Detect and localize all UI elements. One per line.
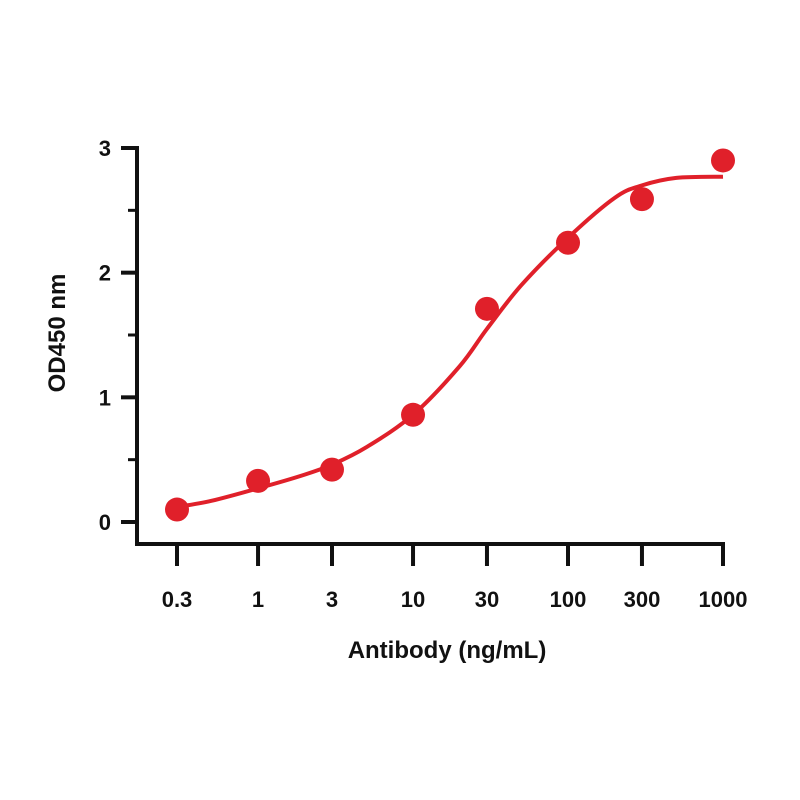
fit-curve — [176, 174, 724, 509]
x-ticks: 0.3 1 3 10 30 100 300 1000 — [162, 544, 748, 612]
data-point — [556, 230, 581, 255]
data-points — [165, 148, 735, 522]
x-tick-label: 3 — [326, 587, 338, 612]
y-tick-label: 2 — [99, 261, 111, 286]
x-tick-label: 30 — [475, 587, 499, 612]
x-tick-label: 0.3 — [162, 587, 193, 612]
x-axis-title: Antibody (ng/mL) — [348, 637, 547, 664]
axes — [135, 146, 725, 546]
y-tick-label: 0 — [99, 510, 111, 535]
data-point — [401, 402, 426, 427]
data-point — [165, 497, 189, 522]
x-tick-label: 300 — [624, 587, 661, 612]
x-tick-label: 1 — [252, 587, 264, 612]
data-point — [246, 468, 271, 493]
data-point — [474, 296, 499, 321]
x-tick-label: 1000 — [699, 587, 748, 612]
data-point — [711, 148, 735, 173]
data-point — [319, 457, 344, 482]
x-tick-label: 100 — [550, 587, 587, 612]
y-axis-title: OD450 nm — [44, 274, 71, 393]
y-tick-label: 3 — [99, 136, 111, 161]
x-tick-label: 10 — [401, 587, 425, 612]
y-tick-label: 1 — [99, 385, 111, 410]
data-point — [629, 187, 654, 212]
y-ticks: 0 1 2 3 — [99, 136, 137, 535]
